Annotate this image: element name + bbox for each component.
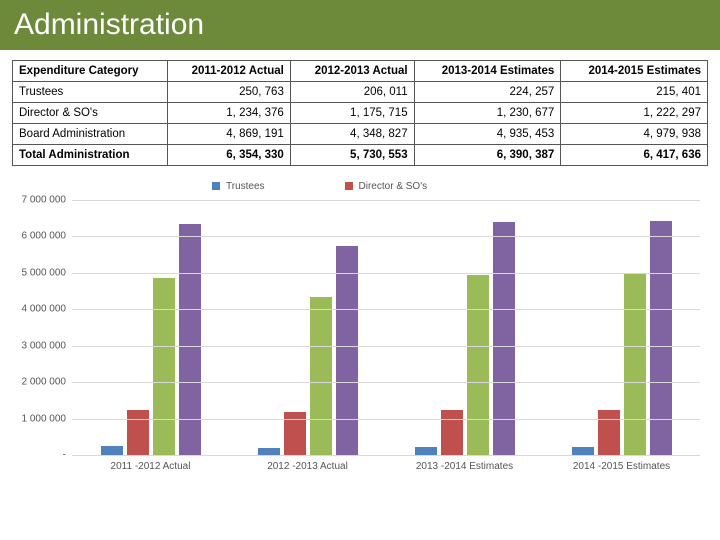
chart-legend: Trustees Director & SO's [72, 174, 700, 198]
chart-bar [624, 274, 646, 455]
row-value: 1, 230, 677 [414, 103, 561, 124]
chart-groups: 2011 -2012 Actual2012 -2013 Actual2013 -… [72, 200, 700, 455]
chart-y-label: 1 000 000 [22, 413, 73, 424]
col-2011-2012: 2011-2012 Actual [167, 61, 290, 82]
chart-y-label: 2 000 000 [22, 377, 73, 388]
chart-bar [598, 410, 620, 455]
col-2012-2013: 2012-2013 Actual [290, 61, 414, 82]
chart-x-label: 2014 -2015 Estimates [543, 455, 700, 472]
row-value: 4, 348, 827 [290, 124, 414, 145]
chart-plot: 2011 -2012 Actual2012 -2013 Actual2013 -… [72, 200, 700, 456]
chart-bar [336, 246, 358, 455]
chart-gridline [72, 419, 700, 420]
total-value: 6, 390, 387 [414, 145, 561, 166]
chart-y-label: - [63, 450, 72, 461]
chart-gridline [72, 382, 700, 383]
col-2013-2014: 2013-2014 Estimates [414, 61, 561, 82]
row-value: 250, 763 [167, 82, 290, 103]
legend-swatch [345, 182, 353, 190]
row-value: 4, 979, 938 [561, 124, 708, 145]
chart-bar-group: 2013 -2014 Estimates [386, 200, 543, 455]
chart-bar [415, 447, 437, 455]
chart-bar [572, 447, 594, 455]
col-2014-2015: 2014-2015 Estimates [561, 61, 708, 82]
chart-bar-group: 2011 -2012 Actual [72, 200, 229, 455]
admin-bar-chart: Trustees Director & SO's 2011 -2012 Actua… [14, 174, 706, 482]
chart-gridline [72, 200, 700, 201]
chart-x-label: 2012 -2013 Actual [229, 455, 386, 472]
chart-y-label: 6 000 000 [22, 231, 73, 242]
chart-gridline [72, 309, 700, 310]
chart-bar [127, 410, 149, 455]
legend-item: Trustees [212, 181, 265, 192]
table-header-row: Expenditure Category 2011-2012 Actual 20… [13, 61, 708, 82]
chart-bar [310, 297, 332, 455]
row-value: 1, 234, 376 [167, 103, 290, 124]
page-header: Administration [0, 0, 720, 50]
chart-gridline [72, 346, 700, 347]
chart-gridline [72, 273, 700, 274]
total-value: 6, 354, 330 [167, 145, 290, 166]
total-value: 5, 730, 553 [290, 145, 414, 166]
chart-bar-group: 2012 -2013 Actual [229, 200, 386, 455]
chart-bar [153, 278, 175, 455]
row-value: 1, 175, 715 [290, 103, 414, 124]
legend-label: Director & SO's [359, 181, 428, 192]
expenditure-table-wrap: Expenditure Category 2011-2012 Actual 20… [0, 50, 720, 170]
chart-bar [650, 221, 672, 455]
chart-bar [101, 446, 123, 455]
row-value: 1, 222, 297 [561, 103, 708, 124]
row-value: 206, 011 [290, 82, 414, 103]
legend-item: Director & SO's [345, 181, 428, 192]
row-label: Board Administration [13, 124, 168, 145]
row-value: 4, 935, 453 [414, 124, 561, 145]
row-value: 4, 869, 191 [167, 124, 290, 145]
col-category: Expenditure Category [13, 61, 168, 82]
chart-y-label: 3 000 000 [22, 340, 73, 351]
chart-y-label: 4 000 000 [22, 304, 73, 315]
legend-label: Trustees [226, 181, 265, 192]
legend-swatch [212, 182, 220, 190]
table-row: Trustees250, 763206, 011224, 257215, 401 [13, 82, 708, 103]
table-total-row: Total Administration6, 354, 3305, 730, 5… [13, 145, 708, 166]
chart-bar [258, 448, 280, 456]
expenditure-table: Expenditure Category 2011-2012 Actual 20… [12, 60, 708, 166]
chart-x-label: 2013 -2014 Estimates [386, 455, 543, 472]
total-label: Total Administration [13, 145, 168, 166]
total-value: 6, 417, 636 [561, 145, 708, 166]
row-value: 224, 257 [414, 82, 561, 103]
chart-bar [179, 224, 201, 455]
row-label: Director & SO's [13, 103, 168, 124]
chart-y-label: 7 000 000 [22, 195, 73, 206]
chart-bar [441, 410, 463, 455]
chart-gridline [72, 236, 700, 237]
row-label: Trustees [13, 82, 168, 103]
row-value: 215, 401 [561, 82, 708, 103]
table-row: Board Administration4, 869, 1914, 348, 8… [13, 124, 708, 145]
chart-bar [493, 222, 515, 455]
chart-bar-group: 2014 -2015 Estimates [543, 200, 700, 455]
chart-bar [467, 275, 489, 455]
chart-gridline [72, 455, 700, 456]
chart-y-label: 5 000 000 [22, 267, 73, 278]
table-row: Director & SO's1, 234, 3761, 175, 7151, … [13, 103, 708, 124]
chart-x-label: 2011 -2012 Actual [72, 455, 229, 472]
page-title: Administration [14, 8, 204, 41]
